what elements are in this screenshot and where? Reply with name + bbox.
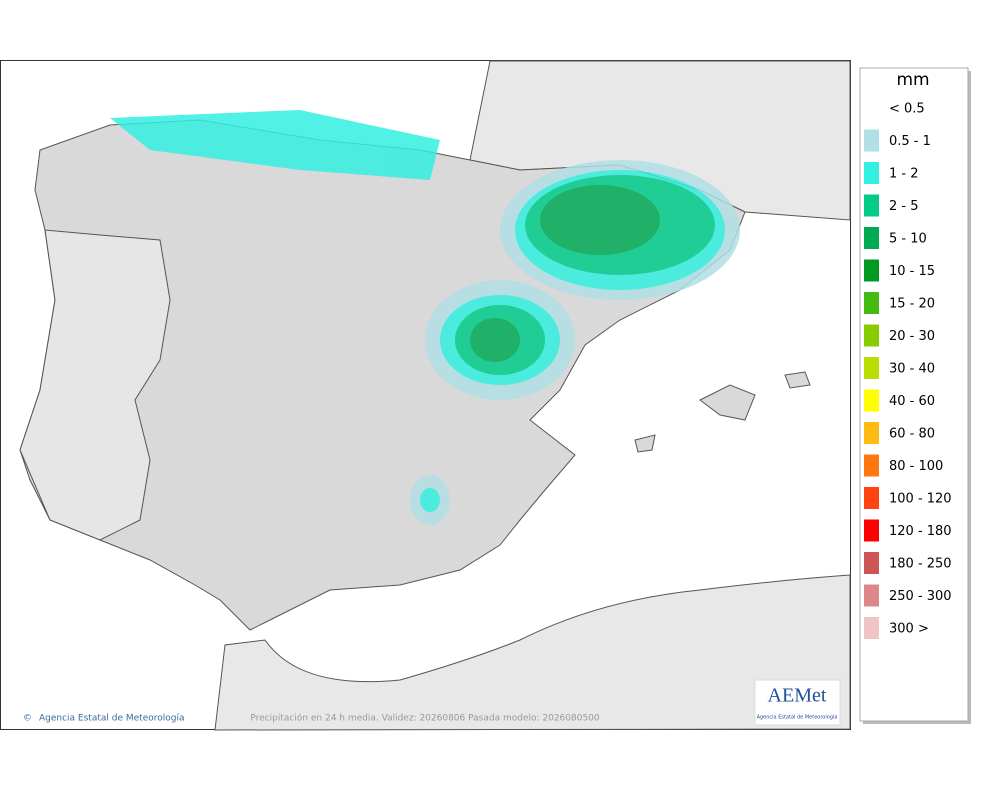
legend-label: 1 - 2 — [889, 167, 919, 182]
legend-swatch — [864, 194, 879, 217]
legend-label: 2 - 5 — [889, 199, 919, 214]
credit-icon: © — [23, 714, 32, 724]
legend-swatch — [864, 487, 879, 509]
mallorca — [699, 384, 756, 421]
legend-swatch — [864, 292, 879, 314]
logo-box — [754, 679, 841, 726]
legend-label: 40 - 60 — [889, 394, 935, 409]
legend-swatch — [864, 454, 879, 477]
caption: Precipitación en 24 h media. Validez: 20… — [250, 713, 600, 724]
legend-label: 80 - 100 — [889, 459, 943, 474]
legend-swatch — [864, 584, 879, 607]
legend-label: 0.5 - 1 — [889, 134, 931, 149]
legend-label: 300 > — [889, 622, 929, 637]
credit: Agencia Estatal de Meteorología — [39, 714, 185, 724]
legend-swatch — [864, 259, 879, 282]
legend-title: mm — [896, 70, 929, 90]
legend-swatch — [864, 357, 879, 379]
legend-label: 30 - 40 — [889, 362, 935, 377]
legend-label: < 0.5 — [889, 102, 925, 117]
precip-area — [540, 185, 660, 255]
precip-area — [470, 318, 520, 362]
legend-label: 5 - 10 — [889, 232, 927, 247]
legend-label: 120 - 180 — [889, 524, 952, 539]
legend-swatch — [864, 129, 879, 152]
portugal — [19, 229, 171, 541]
legend-swatch — [864, 162, 879, 184]
legend-swatch — [864, 422, 879, 444]
legend-label: 15 - 20 — [889, 297, 935, 312]
legend-swatch — [864, 227, 879, 249]
precip-area — [110, 110, 440, 180]
legend-label: 20 - 30 — [889, 329, 935, 344]
legend-swatch — [864, 324, 879, 347]
logo-subtitle: Agencia Estatal de Meteorología — [757, 714, 838, 721]
precipitation-areas — [110, 110, 740, 525]
ibiza — [634, 434, 656, 453]
legend-swatch — [864, 617, 879, 639]
legend-items: < 0.5 0.5 - 1 1 - 2 2 - 5 5 - 10 10 - 15 15 - … — [864, 102, 952, 639]
legend-label: 250 - 300 — [889, 589, 952, 604]
legend-swatch — [864, 519, 879, 542]
legend-label: 60 - 80 — [889, 427, 935, 442]
menorca — [784, 371, 811, 389]
logo-brand: AEMet — [768, 685, 827, 707]
legend-swatch — [864, 552, 879, 574]
legend-swatch — [864, 389, 879, 412]
legend-label: 10 - 15 — [889, 264, 935, 279]
legend-label: 100 - 120 — [889, 492, 952, 507]
africa — [214, 574, 851, 731]
precip-area — [420, 488, 440, 512]
legend-label: 180 - 250 — [889, 557, 952, 572]
